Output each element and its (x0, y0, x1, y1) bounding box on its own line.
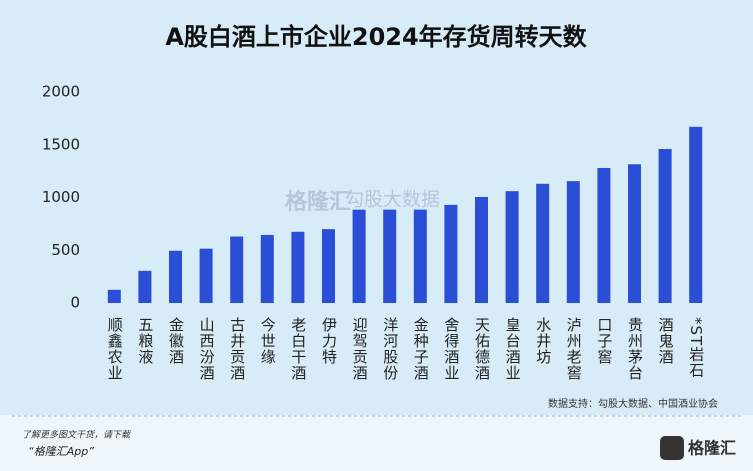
x-tick-label: 酒鬼酒 (657, 317, 675, 365)
bar (107, 289, 121, 303)
bar (658, 148, 672, 303)
y-tick-label: 0 (70, 294, 80, 312)
bar (444, 204, 458, 303)
bar (689, 126, 703, 303)
y-tick-label: 500 (51, 241, 80, 259)
bar (597, 167, 611, 303)
x-tick-label: 山西汾酒 (198, 317, 216, 381)
x-tick-label: 口子窖 (595, 317, 613, 365)
x-tick-label: 皇台酒业 (504, 317, 522, 381)
source: 数据支持：勾股大数据、中国酒业协会 (548, 397, 718, 410)
x-tick-label: *ST岩石 (687, 317, 705, 378)
footer-text: “格隆汇App” (28, 445, 94, 458)
bar (230, 236, 244, 303)
x-tick-label: 古井贡酒 (228, 317, 246, 381)
x-tick-label: 天佑德酒 (473, 317, 491, 381)
bar (628, 164, 641, 303)
logo-icon (660, 436, 684, 460)
y-tick-label: 2000 (42, 83, 80, 101)
footer-text: 了解更多图文干货，请下载 (22, 430, 131, 441)
bar (383, 209, 397, 303)
x-tick-label: 伊力特 (320, 317, 338, 365)
bar (566, 181, 580, 303)
x-tick-label: 金种子酒 (412, 317, 430, 381)
bar (138, 270, 152, 303)
x-tick-label: 老白干酒 (289, 317, 307, 381)
x-tick-label: 舍得酒业 (442, 317, 460, 381)
logo-text: 格隆汇 (688, 439, 736, 458)
bar (260, 234, 274, 303)
x-tick-label: 贵州茅台 (626, 317, 644, 381)
bar (413, 209, 427, 303)
y-tick-label: 1500 (42, 135, 80, 153)
bar (199, 248, 213, 303)
bar (291, 231, 305, 303)
watermark: 格隆汇 (285, 189, 351, 215)
bar (536, 183, 550, 303)
x-tick-label: 顺鑫农业 (106, 317, 124, 381)
x-tick-label: 洋河股份 (381, 317, 399, 381)
plot-background (0, 0, 753, 415)
x-tick-label: 水井坊 (534, 317, 552, 365)
x-tick-label: 泸州老窖 (565, 317, 583, 381)
bar (322, 229, 335, 303)
bar (505, 191, 519, 303)
x-tick-label: 迎驾贡酒 (351, 317, 369, 381)
watermark: 勾股大数据 (345, 189, 440, 211)
bar (475, 196, 488, 303)
x-tick-label: 金徽酒 (167, 317, 185, 365)
chart-title: A股白酒上市企业2024年存货周转天数 (165, 23, 587, 51)
bar (169, 250, 182, 303)
y-tick-label: 1000 (42, 188, 80, 206)
x-tick-label: 五粮液 (136, 317, 154, 365)
bar (352, 209, 366, 303)
x-tick-label: 今世缘 (259, 317, 277, 365)
